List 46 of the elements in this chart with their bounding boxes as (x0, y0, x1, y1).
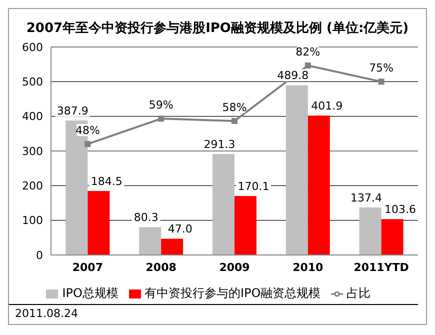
bar (234, 196, 256, 255)
y-tick-label: 100 (22, 214, 43, 228)
x-tick-label: 2007 (72, 260, 104, 274)
data-label: 387.9 (56, 104, 88, 118)
x-tick-label: 2010 (292, 260, 324, 274)
y-tick-label: 200 (22, 180, 43, 193)
y-tick-label: 500 (22, 76, 43, 89)
chart-title: 2007年至今中资投行参与港股IPO融资规模及比例 (单位:亿美元) (25, 20, 410, 37)
bar (286, 85, 308, 255)
legend-label: 有中资投行参与的IPO融资总规模 (144, 286, 321, 300)
text: 2011.08.24 (14, 306, 79, 322)
data-label: 291.3 (204, 138, 236, 152)
legend-label: 占比 (346, 286, 371, 300)
y-tick-label: 600 (22, 40, 43, 54)
x-tick-label: 2011YTD (354, 260, 409, 274)
bar (381, 219, 404, 255)
data-label: 489.8 (277, 69, 309, 82)
data-label: 48% (75, 124, 100, 138)
y-tick-label: 0 (36, 248, 43, 262)
data-label: 137.4 (350, 191, 382, 204)
x-tick-label: 2009 (219, 260, 250, 274)
bar (212, 154, 234, 255)
bar (88, 191, 110, 255)
data-label: 82% (296, 45, 320, 58)
point (158, 116, 164, 122)
data-label: 401.9 (311, 100, 343, 113)
data-label: 59% (148, 98, 174, 112)
y-tick-label: 300 (22, 144, 43, 158)
point (304, 62, 311, 68)
data-label: 80.3 (134, 211, 158, 224)
y-tick-label: 400 (22, 110, 43, 124)
data-label: 75% (369, 62, 394, 75)
bar (161, 238, 184, 255)
data-label: 103.6 (384, 203, 416, 216)
bar (139, 227, 162, 255)
bar (308, 116, 330, 255)
data-label: 58% (222, 100, 247, 114)
bar (359, 207, 382, 255)
x-tick-label: 2008 (146, 260, 176, 274)
point (378, 78, 384, 85)
data-label: 47.0 (168, 222, 192, 236)
legend-label: IPO总规模 (62, 286, 118, 300)
point (84, 141, 91, 148)
data-label: 170.1 (238, 180, 270, 194)
point (232, 118, 238, 124)
data-label: 184.5 (90, 175, 122, 188)
